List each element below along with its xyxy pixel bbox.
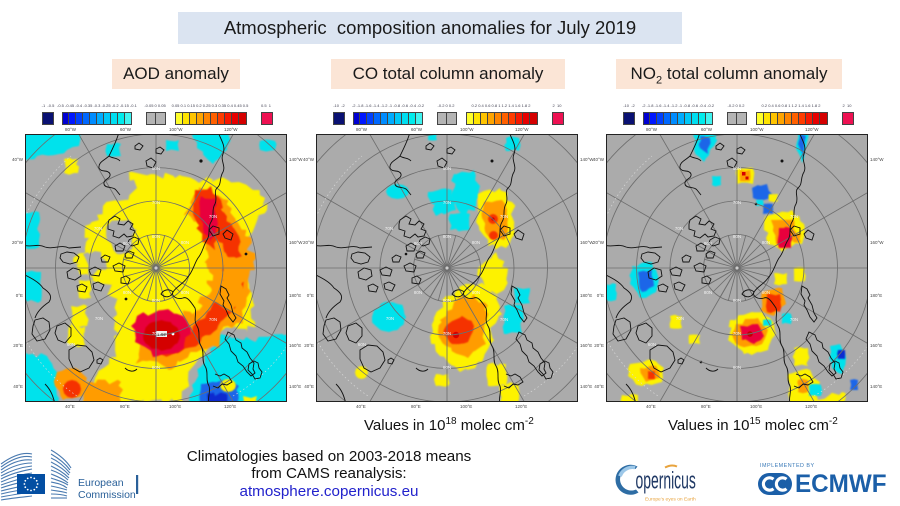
- svg-text:80N: 80N: [704, 290, 712, 295]
- svg-text:80N: 80N: [733, 234, 741, 239]
- svg-text:IMPLEMENTED BY: IMPLEMENTED BY: [760, 463, 815, 469]
- svg-text:opernicus: opernicus: [636, 468, 696, 495]
- svg-text:70N: 70N: [152, 331, 160, 336]
- svg-text:70N: 70N: [152, 200, 160, 205]
- svg-text:60N: 60N: [152, 166, 160, 171]
- svg-text:60N: 60N: [733, 166, 741, 171]
- svg-text:70N: 70N: [675, 226, 683, 231]
- svg-text:80N: 80N: [414, 241, 422, 246]
- svg-text:80N: 80N: [443, 234, 451, 239]
- svg-text:70N: 70N: [790, 317, 798, 322]
- svg-text:70N: 70N: [94, 226, 102, 231]
- svg-text:80N: 80N: [181, 240, 189, 245]
- svg-text:70N: 70N: [385, 226, 393, 231]
- svg-text:70N: 70N: [500, 317, 508, 322]
- svg-text:60N: 60N: [67, 342, 75, 347]
- svg-text:80N: 80N: [443, 298, 451, 303]
- svg-text:70N: 70N: [209, 214, 217, 219]
- svg-text:70N: 70N: [676, 316, 684, 321]
- svg-text:Europe's eyes on Earth: Europe's eyes on Earth: [645, 497, 696, 503]
- svg-text:70N: 70N: [733, 200, 741, 205]
- svg-text:70N: 70N: [443, 331, 451, 336]
- svg-text:70N: 70N: [386, 316, 394, 321]
- svg-text:70N: 70N: [790, 214, 798, 219]
- svg-text:80N: 80N: [123, 290, 131, 295]
- svg-text:70N: 70N: [500, 214, 508, 219]
- svg-text:80N: 80N: [152, 298, 160, 303]
- svg-text:Commission: Commission: [78, 489, 136, 501]
- svg-text:80N: 80N: [704, 241, 712, 246]
- svg-text:60N: 60N: [443, 166, 451, 171]
- svg-text:80N: 80N: [733, 298, 741, 303]
- svg-text:80N: 80N: [762, 240, 770, 245]
- svg-text:60N: 60N: [358, 342, 366, 347]
- svg-text:80N: 80N: [152, 234, 160, 239]
- svg-text:70N: 70N: [95, 316, 103, 321]
- svg-text:70N: 70N: [733, 331, 741, 336]
- svg-text:80N: 80N: [472, 240, 480, 245]
- svg-text:80N: 80N: [414, 290, 422, 295]
- svg-text:ECMWF: ECMWF: [795, 471, 887, 498]
- svg-text:80N: 80N: [181, 290, 189, 295]
- svg-text:80N: 80N: [123, 241, 131, 246]
- svg-text:60N: 60N: [152, 365, 160, 370]
- svg-text:European: European: [78, 477, 124, 489]
- svg-text:80N: 80N: [762, 290, 770, 295]
- svg-text:70N: 70N: [443, 200, 451, 205]
- svg-text:60N: 60N: [648, 342, 656, 347]
- svg-text:60N: 60N: [443, 365, 451, 370]
- svg-text:80N: 80N: [472, 290, 480, 295]
- svg-text:60N: 60N: [733, 365, 741, 370]
- svg-text:70N: 70N: [209, 317, 217, 322]
